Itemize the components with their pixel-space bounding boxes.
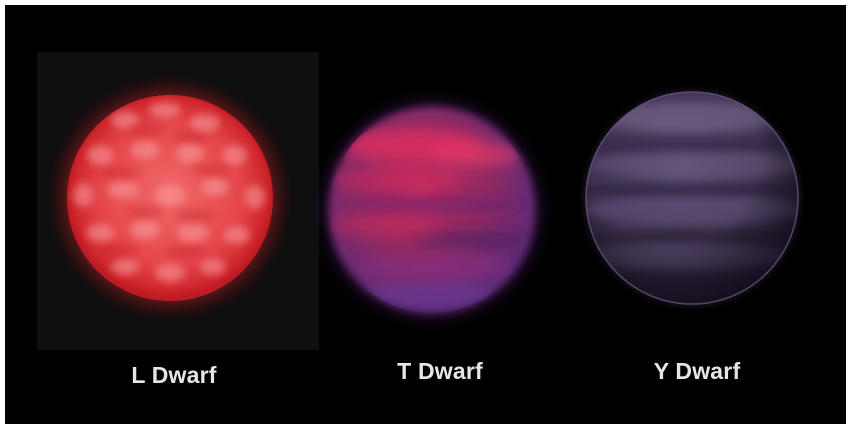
brown-dwarf-illustration <box>42 70 799 335</box>
y-dwarf-label: Y Dwarf <box>653 358 741 384</box>
y-dwarf-sphere <box>585 91 799 305</box>
t-dwarf-label: T Dwarf <box>397 358 483 384</box>
image-frame: L Dwarf T Dwarf Y Dwarf <box>5 5 846 424</box>
t-dwarf-sphere <box>307 85 557 335</box>
l-dwarf-label: L Dwarf <box>131 362 217 388</box>
l-dwarf-sphere <box>42 70 298 326</box>
